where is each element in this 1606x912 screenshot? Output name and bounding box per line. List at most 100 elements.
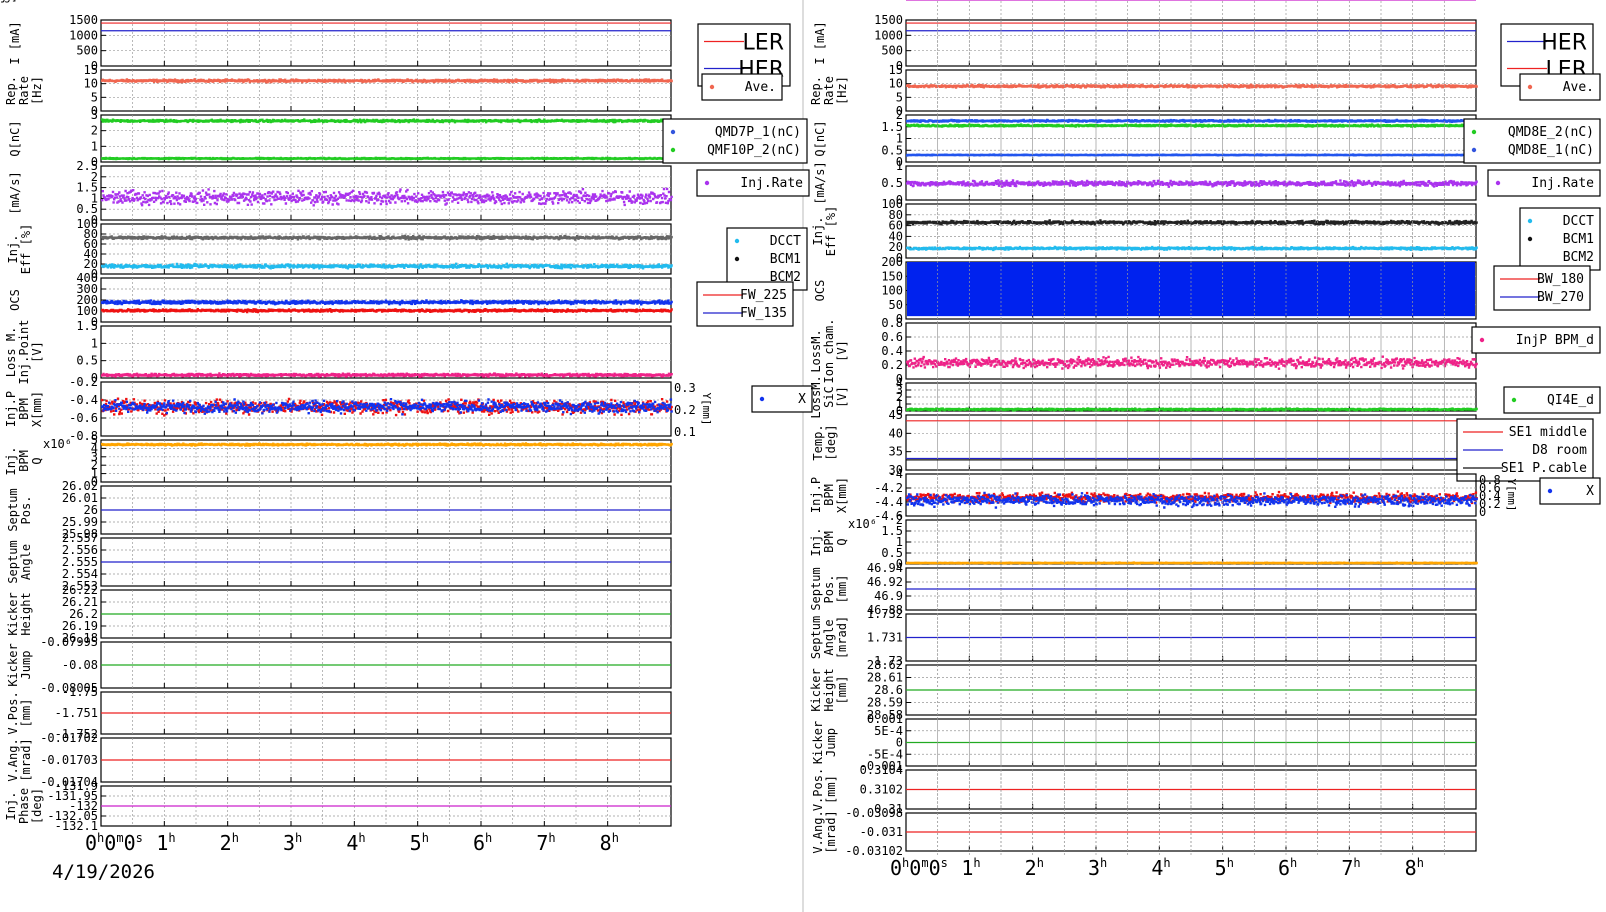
y-tick-label: -132.1 (55, 819, 98, 833)
time-tick-unit: h (973, 856, 980, 870)
time-tick-unit: h (612, 831, 619, 845)
legend-label: DCCT (770, 234, 801, 249)
time-tick-unit: h (97, 831, 104, 845)
time-tick-main: 0 (85, 831, 97, 855)
y-axis-label: V.Ang. (6, 738, 20, 781)
y-axis-label: Rate (17, 76, 31, 105)
time-tick-label: 4h (1151, 856, 1170, 880)
time-tick-label: 3h (1088, 856, 1107, 880)
legend-swatch (704, 180, 710, 186)
y-tick-label: 2 (896, 513, 903, 527)
y-axis-label: Q (835, 538, 849, 545)
series-scatter (906, 491, 1478, 509)
time-tick-main: 5 (410, 831, 422, 855)
right-tick-label: 0.6 (1479, 481, 1501, 495)
y-tick-label: 1000 (69, 28, 98, 42)
legend-swatch (759, 396, 765, 402)
y-tick-label: 0.5 (76, 354, 98, 368)
series-scatter (101, 442, 673, 447)
legend-label: QI4E_d (1547, 393, 1594, 408)
y-tick-label: 1.5 (881, 524, 903, 538)
y-axis-label: Inj.Point (17, 319, 31, 384)
y-tick-label: -131.9 (55, 779, 98, 793)
y-axis-label: [Hz] (835, 76, 849, 105)
y-axis-label: Q[nC] (813, 120, 827, 156)
date-label: 4/19/2026 (52, 861, 155, 883)
time-tick-main: 2 (220, 831, 232, 855)
y-tick-label: 80 (889, 208, 903, 222)
panel: 45 40 35 30 Temp. [deg] SE1 middle D8 room SE1 P… (811, 408, 1594, 482)
time-tick-label: 2h (1025, 856, 1044, 880)
legend-box (1463, 118, 1601, 164)
panel: -1.75 -1.751 -1.752 V.Pos. [mm] (6, 685, 672, 741)
y-tick-label: 0.5 (76, 202, 98, 216)
right-axis-label: Y[mm] (700, 392, 713, 425)
time-tick-unit: h (1100, 856, 1107, 870)
y-tick-label: 0 (896, 557, 903, 571)
series-scatter (906, 153, 1478, 157)
y-tick-label: 0.001 (867, 712, 903, 726)
y-axis-label: [mA/s] (8, 171, 22, 214)
legend-box (1487, 169, 1601, 197)
legend-box (1471, 326, 1601, 354)
legend-swatch (1495, 180, 1501, 186)
y-tick-label: 20 (889, 240, 903, 254)
legend-box (1493, 265, 1591, 311)
y-axis-label: BPM (822, 484, 836, 506)
y-tick-label: -0.8 (69, 429, 98, 443)
time-tick-main: 0 (890, 856, 902, 880)
time-tick-main: 4 (346, 831, 358, 855)
time-tick-unit: h (1227, 856, 1234, 870)
right-tick-label: 0.4 (1479, 489, 1501, 503)
y-tick-label: 26 (84, 503, 98, 517)
panel: -0.07995 -0.08 -0.08005 Kicker Jump (6, 635, 672, 695)
y-tick-label: -0.2 (69, 375, 98, 389)
y-tick-label: 0 (91, 59, 98, 73)
y-tick-label: 0 (896, 312, 903, 326)
y-axis-label: Phase (0, 0, 18, 3)
y-tick-label: 2 (91, 124, 98, 138)
y-axis-label: Kicker (811, 721, 825, 764)
y-tick-label: 0 (91, 267, 98, 281)
y-tick-label: 0 (91, 475, 98, 489)
y-axis-label: OCS (8, 289, 22, 311)
y-tick-label: -1.751 (55, 706, 98, 720)
legend-label: FW_135 (740, 306, 787, 321)
y-tick-label: -0.01703 (40, 753, 98, 767)
y-tick-label: 40 (889, 229, 903, 243)
legend-box (1519, 73, 1601, 101)
y-tick-label: 45 (889, 408, 903, 422)
y-tick-label: 10 (84, 77, 98, 91)
y-tick-label: 2 (896, 108, 903, 122)
y-axis-label: Septum (809, 567, 823, 610)
y-tick-label: -0.03098 (845, 806, 903, 820)
y-axis-label: Jump (19, 651, 33, 680)
y-tick-label: 1500 (874, 13, 903, 27)
series-scatter (101, 118, 673, 124)
y-tick-label: -132 (69, 799, 98, 813)
right-axis-label: Y[mm] (1505, 478, 1518, 511)
y-tick-label: 0.4 (881, 344, 903, 358)
y-tick-label: 0 (896, 104, 903, 118)
time-tick-main: 7 (536, 831, 548, 855)
y-axis-label: [mm] (835, 575, 849, 604)
time-tick-main: 0 (124, 831, 136, 855)
time-tick-label: 3h (283, 831, 302, 855)
y-axis-label: Inj. (809, 528, 823, 557)
y-tick-label: 46.94 (867, 561, 903, 575)
time-tick-label: 7h (536, 831, 555, 855)
panel: -0.2 -0.4 -0.6 -0.8 0.3 0.2 0.1 Y[mm] Inj.P BPM X[… (4, 375, 813, 443)
y-tick-label: 3 (91, 108, 98, 122)
y-axis-label: Phase (17, 788, 31, 824)
y-tick-label: 0 (896, 736, 903, 750)
y-tick-label: 28.58 (867, 708, 903, 722)
y-tick-label: 5 (896, 90, 903, 104)
y-tick-label: 0 (896, 59, 903, 73)
time-tick-unit: h (1037, 856, 1044, 870)
y-axis-label: V.Pos. (6, 691, 20, 734)
time-tick-main: 1 (961, 856, 973, 880)
time-tick-unit: h (1417, 856, 1424, 870)
